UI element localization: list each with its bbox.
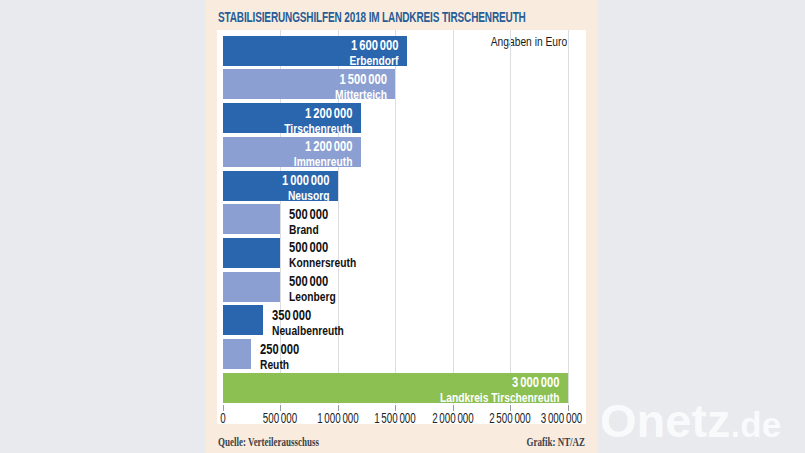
bar-value: 1 200 000 xyxy=(244,139,352,153)
bar-value: 1 500 000 xyxy=(251,72,387,86)
bar-label: 350 000 Neualbenreuth xyxy=(272,305,367,335)
bar-value: 350 000 xyxy=(272,308,348,322)
bar-konnersreuth xyxy=(223,238,281,268)
onetz-watermark: Onetz .de xyxy=(600,397,781,445)
units-label: Angaben in Euro xyxy=(491,35,567,49)
gridline xyxy=(453,30,454,404)
bar-neualbenreuth xyxy=(223,305,263,335)
bar-name: Brand xyxy=(289,223,326,237)
chart-card: STABILISIERUNGSHILFEN 2018 IM LANDKREIS … xyxy=(205,0,597,453)
bar-label: 3 000 000 Landkreis Tirschenreuth xyxy=(217,373,560,403)
bar-name: Tirschenreuth xyxy=(250,122,353,136)
bar-name: Immenreuth xyxy=(250,155,353,169)
bar-name: Leonberg xyxy=(289,290,336,304)
bar-label: 1 000 000 Neusorg xyxy=(217,171,330,201)
bar-value: 1 600 000 xyxy=(253,38,398,52)
watermark-suffix: .de xyxy=(731,405,782,445)
bar-leonberg xyxy=(223,272,281,302)
axis-label: 2 000 000 xyxy=(432,410,474,426)
bar-value: 1 200 000 xyxy=(244,106,352,120)
bar-name: Neusorg xyxy=(244,189,330,203)
bar-name: Erbendorf xyxy=(261,54,399,68)
axis-label: 3 000 000 xyxy=(540,410,582,426)
watermark-text: Onetz xyxy=(600,397,731,444)
bar-name: Reuth xyxy=(260,358,297,372)
bar-name: Mitterteich xyxy=(258,88,387,102)
bar-name: Konnersreuth xyxy=(289,256,356,270)
bar-brand xyxy=(223,204,281,234)
axis-label: 2 500 000 xyxy=(489,410,531,426)
axis-label: 0 xyxy=(220,410,225,426)
bar-label: 500 000 Leonberg xyxy=(289,272,351,302)
bar-value: 250 000 xyxy=(260,342,299,356)
plot-area: Angaben in Euro 0 500 000 1 000 000 1 500 0… xyxy=(217,30,586,424)
bar-value: 3 000 000 xyxy=(286,375,560,389)
axis-label: 500 000 xyxy=(263,410,297,426)
bar-label: 250 000 Reuth xyxy=(260,339,309,369)
chart-title: STABILISIERUNGSHILFEN 2018 IM LANDKREIS … xyxy=(218,9,526,25)
bar-label: 500 000 Brand xyxy=(289,204,338,234)
bar-value: 1 000 000 xyxy=(240,173,330,187)
gridline xyxy=(568,30,569,404)
bar-value: 500 000 xyxy=(289,207,328,221)
gridline xyxy=(510,30,511,404)
bar-reuth xyxy=(223,339,252,369)
source-note: Quelle: Verteilerausschuss xyxy=(218,436,319,448)
credit-note: Grafik: NT/AZ xyxy=(526,436,585,448)
bar-value: 500 000 xyxy=(289,274,338,288)
bar-name: Landkreis Tirschenreuth xyxy=(299,391,559,405)
axis-label: 1 000 000 xyxy=(317,410,359,426)
bar-label: 1 500 000 Mitterteich xyxy=(217,69,387,99)
bar-label: 1 200 000 Immenreuth xyxy=(217,137,353,167)
bar-label: 1 200 000 Tirschenreuth xyxy=(217,103,353,133)
bar-label: 500 000 Konnersreuth xyxy=(289,238,378,268)
bar-label: 1 600 000 Erbendorf xyxy=(217,36,399,66)
gridline xyxy=(395,30,396,404)
axis-label: 1 500 000 xyxy=(374,410,416,426)
bar-name: Neualbenreuth xyxy=(272,324,344,338)
bar-value: 500 000 xyxy=(289,240,360,254)
